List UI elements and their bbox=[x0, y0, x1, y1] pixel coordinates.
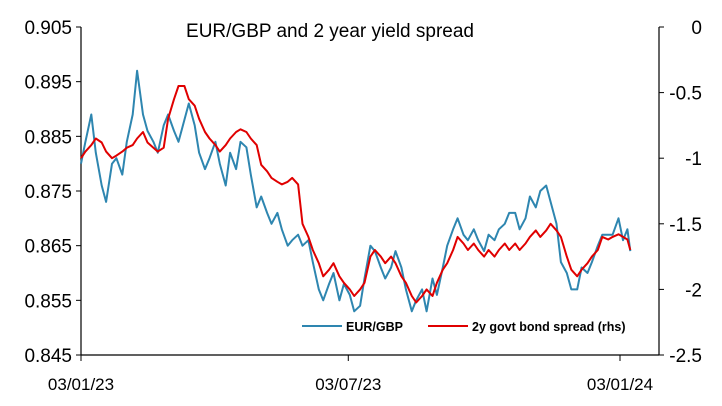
y-right-tick-label: 0 bbox=[691, 18, 702, 39]
series-line-spread bbox=[80, 85, 632, 304]
legend-label-spread: 2y govt bond spread (rhs) bbox=[472, 320, 626, 334]
legend: EUR/GBP 2y govt bond spread (rhs) bbox=[302, 320, 626, 334]
y-left-tick-label: 0.865 bbox=[24, 237, 72, 258]
x-tick-label: 03/01/23 bbox=[48, 375, 114, 394]
y-left-tick-label: 0.855 bbox=[24, 291, 72, 312]
legend-label-eurgbp: EUR/GBP bbox=[346, 320, 403, 334]
y-left-tick-label: 0.845 bbox=[24, 346, 72, 367]
y-right-tick-label: -2 bbox=[685, 280, 702, 301]
y-right-tick-label: -2.5 bbox=[669, 346, 702, 367]
y-right-tick-label: -1 bbox=[685, 149, 702, 170]
x-tick-label: 03/01/24 bbox=[587, 375, 653, 394]
y-left-tick-label: 0.885 bbox=[24, 127, 72, 148]
y-right-tick-label: -1.5 bbox=[669, 215, 702, 236]
x-tick-label: 03/07/23 bbox=[315, 375, 381, 394]
series-line-eurgbp bbox=[80, 69, 632, 313]
y-left-tick-label: 0.875 bbox=[24, 182, 72, 203]
series-layer bbox=[80, 69, 632, 313]
y-right-tick-label: -0.5 bbox=[669, 84, 702, 105]
y-left-tick-label: 0.905 bbox=[24, 18, 72, 39]
axes-layer: 0.905 0.895 0.885 0.875 0.865 0.855 0.845 0 -0.5… bbox=[24, 18, 702, 394]
chart-title: EUR/GBP and 2 year yield spread bbox=[186, 21, 474, 42]
y-left-tick-label: 0.895 bbox=[24, 73, 72, 94]
